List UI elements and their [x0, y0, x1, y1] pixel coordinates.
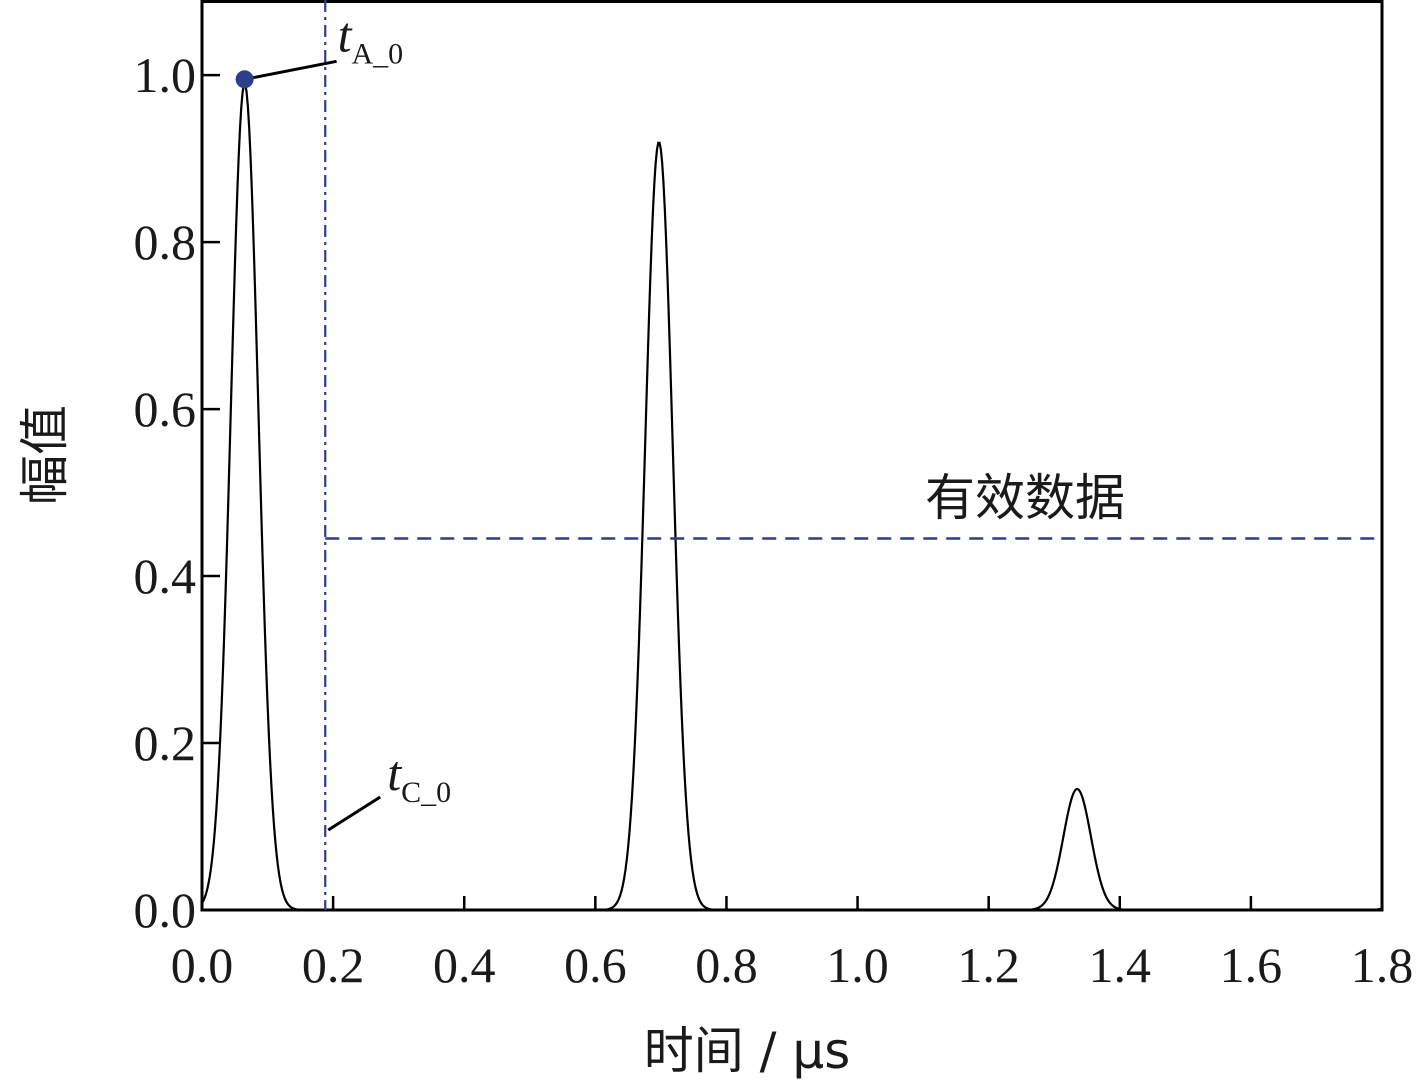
t-a0-subscript: A_0 — [352, 37, 404, 70]
y-tick-label-3: 0.6 — [134, 381, 197, 437]
y-tick-label-5: 1.0 — [134, 47, 197, 103]
x-tick-label-4: 0.8 — [695, 937, 758, 993]
t-a0-leader — [244, 59, 337, 81]
annotations: tA_0 tC_0 有效数据 — [235, 0, 1382, 910]
y-tick-label-0: 0.0 — [134, 882, 197, 938]
x-tick-label-7: 1.4 — [1089, 937, 1152, 993]
plot-frame — [200, 0, 1384, 912]
y-tick-label-1: 0.2 — [134, 715, 197, 771]
y-tick-label-2: 0.4 — [134, 548, 197, 604]
x-axis-title: 时间 / μs — [644, 1022, 851, 1080]
t-c0-leader — [327, 795, 382, 832]
x-tick-label-5: 1.0 — [826, 937, 889, 993]
y-tick-label-4: 0.8 — [134, 214, 197, 270]
t-c0-main: t — [387, 745, 402, 801]
t-c0-label: tC_0 — [387, 745, 451, 809]
x-tick-label-6: 1.2 — [957, 937, 1020, 993]
x-tick-label-3: 0.6 — [564, 937, 627, 993]
t-a0-marker — [235, 70, 254, 89]
x-tick-label-0: 0.0 — [171, 937, 234, 993]
t-a0-label: tA_0 — [338, 6, 404, 70]
y-axis-title: 幅值 — [16, 405, 74, 505]
t-a0-main: t — [338, 6, 353, 62]
x-tick-label-1: 0.2 — [302, 937, 365, 993]
signal-line-0 — [202, 83, 1382, 910]
x-tick-label-2: 0.4 — [433, 937, 496, 993]
x-tick-label-9: 1.8 — [1351, 937, 1414, 993]
t-c0-subscript: C_0 — [401, 776, 451, 809]
plot-area — [202, 83, 1382, 910]
axes: 0.0 0.2 0.4 0.6 0.8 1.0 1.2 1.4 1.6 1.8 0.0 0.2 0.4 0… — [134, 0, 1414, 993]
valid-data-label: 有效数据 — [925, 469, 1125, 527]
x-tick-label-8: 1.6 — [1220, 937, 1283, 993]
